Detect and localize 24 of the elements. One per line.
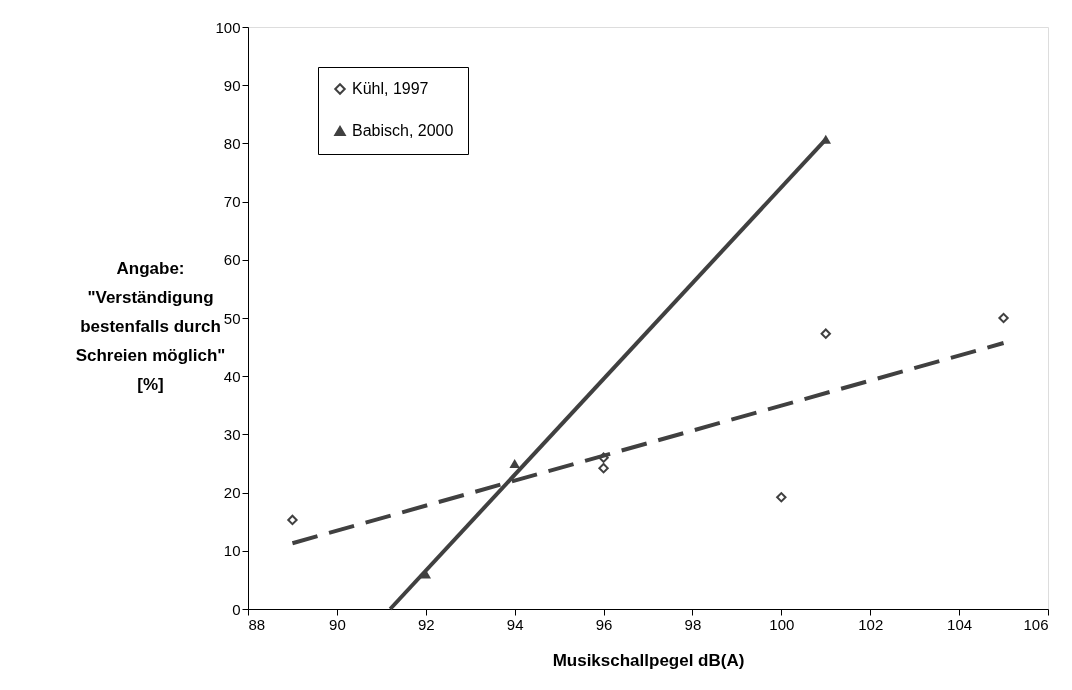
x-tick-label: 100 (769, 615, 795, 633)
y-tick-label: 0 (232, 600, 241, 618)
y-tick-label: 10 (223, 542, 241, 560)
x-tick-label: 98 (684, 615, 702, 633)
y-tick-label: 70 (223, 193, 241, 211)
y-tick-label: 100 (215, 18, 241, 36)
y-tick-label: 30 (223, 425, 241, 443)
y-tick-label: 50 (223, 309, 241, 327)
legend-label: Babisch, 2000 (352, 122, 454, 139)
x-tick-label: 92 (417, 615, 435, 633)
y-tick-label: 40 (223, 367, 241, 385)
y-tick-label: 20 (223, 484, 241, 502)
x-tick-label: 106 (1023, 615, 1049, 633)
x-axis-title: Musikschallpegel dB(A) (552, 650, 745, 670)
legend-label: Kühl, 1997 (352, 80, 429, 97)
y-tick-label: 60 (223, 251, 241, 269)
y-tick-label: 80 (223, 134, 241, 152)
x-tick-label: 102 (858, 615, 884, 633)
x-tick-label: 90 (329, 615, 346, 633)
y-tick-label: 90 (223, 76, 241, 94)
x-tick-label: 104 (947, 615, 973, 633)
x-tick-label: 94 (506, 615, 524, 633)
x-tick-label: 88 (248, 615, 266, 633)
x-tick-label: 96 (595, 615, 613, 633)
